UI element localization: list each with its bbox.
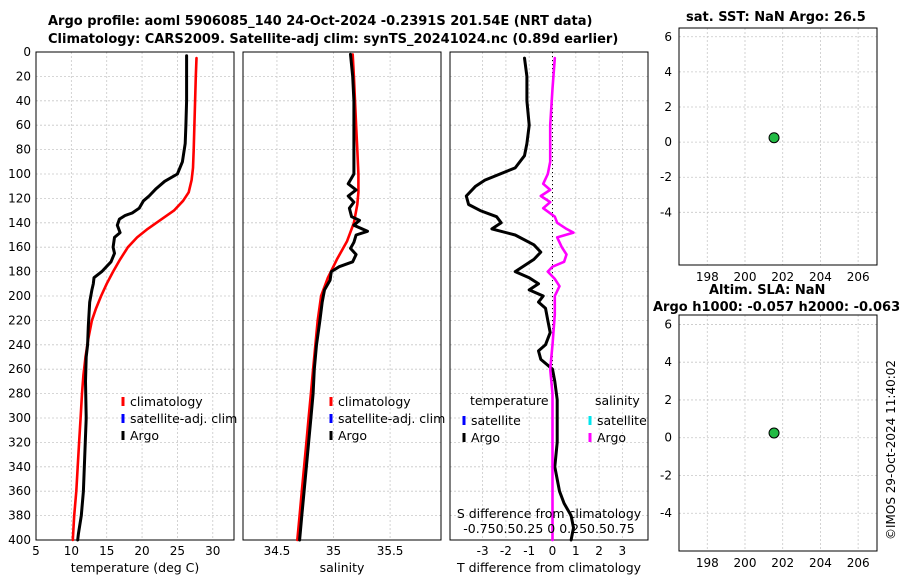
temperature-profile-legend-item-label: climatology <box>130 394 203 409</box>
diff-legend-salinity-header: salinity <box>595 393 640 408</box>
sst-panel-xtick-label: 202 <box>771 270 794 284</box>
figure-title-line1: Argo profile: aoml 5906085_140 24-Oct-20… <box>48 14 593 29</box>
sla-panel-xtick-label: 202 <box>771 556 794 570</box>
sla-panel-xtick-label: 198 <box>696 556 719 570</box>
depth-tick-label: 120 <box>8 191 31 205</box>
temperature-profile-xtick-label: 20 <box>134 544 149 558</box>
depth-tick-label: 380 <box>8 509 31 523</box>
sst-panel-xtick-label: 198 <box>696 270 719 284</box>
depth-tick-label: 400 <box>8 533 31 547</box>
temperature-profile-xlabel: temperature (deg C) <box>71 560 200 575</box>
depth-tick-label: 360 <box>8 484 31 498</box>
sla-panel-xtick-label: 204 <box>809 556 832 570</box>
diff-legend-sal-satellite-label: satellite <box>597 413 647 428</box>
series-temperature-argo <box>464 56 575 542</box>
sla-panel-xtick-label: 200 <box>734 556 757 570</box>
series-argo <box>298 52 369 542</box>
difference-profile-xtick-label: 3 <box>619 544 627 558</box>
sst-panel-xtick-label: 206 <box>847 270 870 284</box>
temperature-profile-legend-item-label: satellite-adj. clim <box>130 411 237 426</box>
sst-panel-title: sat. SST: NaN Argo: 26.5 <box>686 10 866 25</box>
sst-panel-ytick-label: 4 <box>664 65 672 79</box>
temperature-profile-legend-item-label: Argo <box>130 428 159 443</box>
temperature-profile-xtick-label: 5 <box>32 544 40 558</box>
depth-tick-label: 300 <box>8 411 31 425</box>
diff-legend-sal-argo-label: Argo <box>597 430 626 445</box>
difference-profile-xtick-label: 2 <box>595 544 603 558</box>
sst-panel-ytick-label: -4 <box>660 205 672 219</box>
depth-tick-label: 20 <box>16 69 31 83</box>
difference-profile-xlabel: T difference from climatology <box>456 560 642 575</box>
sla-panel-ytick-label: -2 <box>660 468 672 482</box>
sla-panel-title: Altim. SLA: NaN <box>709 283 826 298</box>
sla-panel-ytick-label: 6 <box>664 317 672 331</box>
diff-secondary-xlabel: S difference from climatology <box>457 506 642 521</box>
salinity-profile-xtick-label: 35.5 <box>377 544 404 558</box>
depth-tick-label: 100 <box>8 167 31 181</box>
figure-title-line2: Climatology: CARS2009. Satellite-adj cli… <box>48 32 619 47</box>
series-salinity-argo <box>539 56 575 542</box>
depth-tick-label: 240 <box>8 338 31 352</box>
sst-panel-xtick-label: 204 <box>809 270 832 284</box>
temperature-profile-frame <box>35 51 235 541</box>
diff-legend-temp-satellite-label: satellite <box>471 413 521 428</box>
depth-tick-label: 320 <box>8 435 31 449</box>
salinity-profile-frame <box>242 51 442 541</box>
sla-panel-argo-point <box>768 427 780 439</box>
depth-tick-label: 260 <box>8 362 31 376</box>
salinity-profile-xtick-label: 35 <box>326 544 341 558</box>
sst-panel-ytick-label: 6 <box>664 30 672 44</box>
depth-tick-label: 60 <box>16 118 31 132</box>
sla-panel-xtick-label: 206 <box>847 556 870 570</box>
difference-profile-xtick-label: -1 <box>523 544 535 558</box>
difference-profile-xtick-label: -2 <box>500 544 512 558</box>
sla-panel-ytick-label: 4 <box>664 355 672 369</box>
sla-panel-ytick-label: 2 <box>664 393 672 407</box>
difference-profile-xtick-label: -3 <box>477 544 489 558</box>
sla-panel-ytick-label: 0 <box>664 431 672 445</box>
difference-profile-xtick-label: 0 <box>549 544 557 558</box>
depth-tick-label: 340 <box>8 460 31 474</box>
depth-tick-label: 0 <box>23 45 31 59</box>
sla-panel-subtitle: Argo h1000: -0.057 h2000: -0.063 <box>653 300 900 315</box>
depth-tick-label: 140 <box>8 216 31 230</box>
sst-panel-ytick-label: 2 <box>664 100 672 114</box>
depth-tick-label: 200 <box>8 289 31 303</box>
diff-legend-temperature-header: temperature <box>470 393 549 408</box>
depth-tick-label: 160 <box>8 240 31 254</box>
sst-panel-xtick-label: 200 <box>734 270 757 284</box>
sst-panel-ytick-label: -2 <box>660 170 672 184</box>
sla-panel-ytick-label: -4 <box>660 506 672 520</box>
series-climatology <box>296 53 360 542</box>
depth-tick-label: 40 <box>16 94 31 108</box>
temperature-profile-xtick-label: 25 <box>170 544 185 558</box>
temperature-profile-xtick-label: 30 <box>205 544 220 558</box>
temperature-profile-xtick-label: 10 <box>64 544 79 558</box>
series-climatology <box>71 56 198 542</box>
salinity-profile-legend-item-label: Argo <box>338 428 367 443</box>
salinity-profile-legend-item-label: climatology <box>338 394 411 409</box>
depth-tick-label: 80 <box>16 143 31 157</box>
temperature-profile-xtick-label: 15 <box>99 544 114 558</box>
depth-tick-label: 180 <box>8 265 31 279</box>
sla-panel-frame <box>678 314 878 552</box>
depth-tick-label: 280 <box>8 387 31 401</box>
sst-panel-frame <box>678 27 878 266</box>
salinity-profile-xlabel: salinity <box>320 560 365 575</box>
difference-profile-xtick-label: 1 <box>572 544 580 558</box>
salinity-profile-legend-item-label: satellite-adj. clim <box>338 411 445 426</box>
difference-profile-frame <box>449 51 649 541</box>
salinity-profile-xtick-label: 34.5 <box>264 544 291 558</box>
sst-panel-ytick-label: 0 <box>664 135 672 149</box>
diff-secondary-tick-labels: -0.750.50.25 0 0.250.50.75 <box>463 521 635 536</box>
depth-tick-label: 220 <box>8 313 31 327</box>
diff-legend-temp-argo-label: Argo <box>471 430 500 445</box>
series-argo <box>76 54 189 542</box>
sst-panel-argo-point <box>768 132 780 144</box>
